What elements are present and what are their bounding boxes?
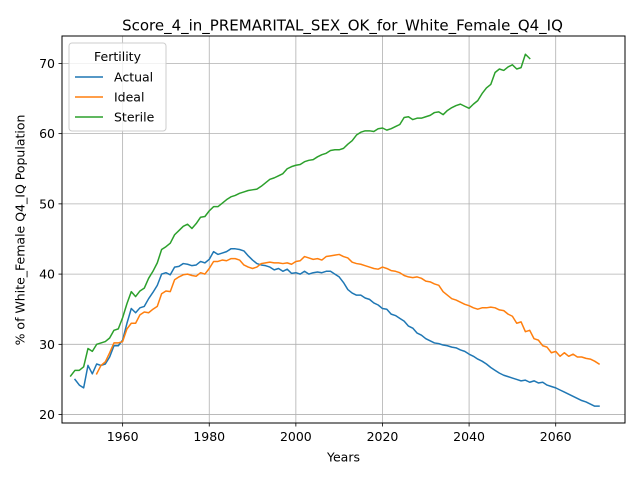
grid-lines xyxy=(62,36,625,423)
y-tick-label: 70 xyxy=(39,56,55,71)
y-tick-label: 30 xyxy=(39,337,55,352)
x-tick-label: 2060 xyxy=(540,429,572,444)
y-axis-label: % of White_Female Q4_IQ Population xyxy=(13,115,28,346)
legend-label-ideal: Ideal xyxy=(114,90,144,105)
y-tick-label: 20 xyxy=(39,407,55,422)
legend-box xyxy=(68,42,167,132)
series-line-sterile xyxy=(69,53,531,377)
legend-entries: Actual Ideal Sterile xyxy=(75,70,155,125)
plot-frame xyxy=(61,35,626,424)
series-line-actual xyxy=(73,248,600,407)
legend-title: Fertility xyxy=(94,49,142,64)
y-tick-label: 50 xyxy=(39,196,55,211)
x-tick-label: 2040 xyxy=(453,429,485,444)
series-layer xyxy=(69,53,601,407)
x-tick-label: 1980 xyxy=(193,429,225,444)
y-tick-label: 60 xyxy=(39,126,55,141)
chart-title: Score_4_in_PREMARITAL_SEX_OK_for_White_F… xyxy=(122,17,563,36)
x-tick-label: 2020 xyxy=(367,429,399,444)
legend-label-actual: Actual xyxy=(114,70,153,85)
x-tick-label: 2000 xyxy=(280,429,312,444)
axis-ticks: 1960 1980 2000 2020 2040 2060 20 30 40 50 60 70 xyxy=(39,56,572,444)
x-tick-label: 1960 xyxy=(107,429,139,444)
series-line-ideal xyxy=(95,253,601,375)
y-tick-label: 40 xyxy=(39,267,55,282)
x-axis-label: Years xyxy=(326,450,360,465)
legend-label-sterile: Sterile xyxy=(114,110,155,125)
legend: Fertility Actual Ideal Sterile xyxy=(68,42,167,132)
